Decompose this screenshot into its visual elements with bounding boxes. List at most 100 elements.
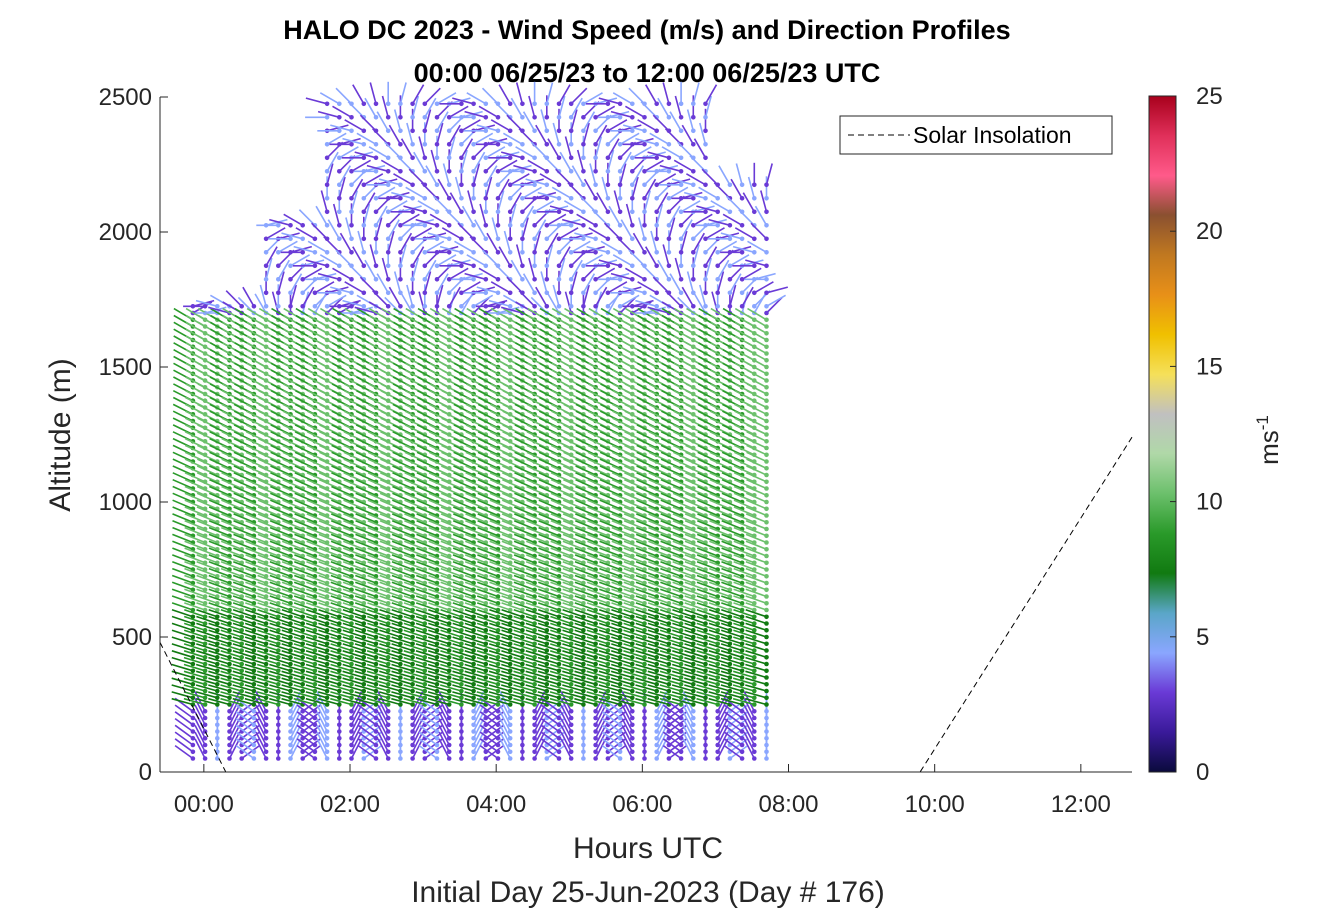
- wind-barb-shaft: [281, 602, 303, 611]
- wind-barb-point: [361, 196, 367, 201]
- wind-barb-shaft: [196, 608, 218, 618]
- wind-barb-point: [239, 661, 244, 667]
- wind-barb-shaft: [318, 622, 340, 632]
- wind-barb-point: [276, 675, 281, 680]
- wind-barb-point: [398, 182, 403, 188]
- wind-barb-point: [385, 709, 391, 714]
- wind-barb-shaft: [343, 533, 365, 544]
- wind-barb-shaft: [331, 478, 352, 490]
- wind-barb-shaft: [281, 232, 303, 240]
- wind-barb-point: [276, 594, 281, 599]
- wind-barb-shaft: [294, 485, 316, 497]
- wind-barb-shaft: [318, 581, 340, 591]
- wind-barb-shaft: [184, 602, 206, 611]
- wind-barb-point: [471, 736, 476, 741]
- wind-barb-point: [373, 688, 379, 694]
- wind-barb-point: [410, 128, 415, 134]
- wind-barb-point: [532, 661, 537, 667]
- wind-barb-point: [324, 709, 330, 714]
- wind-barb-point: [202, 688, 208, 694]
- wind-barb-point: [434, 209, 440, 215]
- wind-barb-point: [361, 587, 367, 593]
- wind-barb-point: [215, 722, 220, 728]
- wind-barb-point: [483, 661, 489, 667]
- wind-barb-shaft: [326, 132, 347, 145]
- wind-barb-point: [190, 682, 196, 687]
- wind-barb-shaft: [305, 97, 328, 105]
- wind-profile-column: [195, 299, 220, 761]
- wind-barb-point: [239, 607, 244, 613]
- wind-barb-shaft: [305, 656, 328, 665]
- wind-barb-shaft: [184, 533, 206, 544]
- wind-barb-point: [568, 709, 574, 714]
- wind-barb-shaft: [354, 636, 377, 645]
- wind-barb-point: [446, 729, 452, 734]
- wind-barb-point: [495, 702, 501, 707]
- wind-barb-point: [239, 695, 244, 701]
- wind-barb-shaft: [282, 424, 304, 436]
- wind-barb-point: [276, 668, 281, 674]
- wind-barb-point: [532, 128, 537, 134]
- wind-barb-point: [459, 742, 464, 748]
- wind-barb-shaft: [172, 540, 194, 551]
- wind-barb-shaft: [171, 636, 194, 645]
- wind-barb-point: [251, 641, 257, 647]
- wind-barb-shaft: [357, 738, 377, 753]
- wind-barb-point: [471, 702, 476, 707]
- wind-barb-shaft: [269, 684, 291, 692]
- wind-barb-point: [459, 101, 464, 107]
- wind-barb-shaft: [318, 656, 340, 665]
- wind-barb-shaft: [208, 629, 230, 638]
- wind-barb-point: [373, 641, 379, 647]
- wind-barb-point: [520, 196, 525, 201]
- wind-barb-point: [215, 702, 220, 707]
- wind-barb-shaft: [220, 602, 242, 611]
- wind-barb-shaft: [183, 636, 206, 645]
- wind-barb-shaft: [281, 677, 303, 686]
- wind-barb-shaft: [342, 622, 365, 632]
- wind-barb-point: [507, 729, 513, 734]
- wind-barb-point: [410, 250, 415, 255]
- wind-barb-shaft: [357, 731, 377, 746]
- wind-barb-point: [373, 250, 379, 255]
- wind-barb-point: [471, 668, 476, 674]
- wind-barb-point: [422, 169, 428, 174]
- wind-barb-shaft: [306, 492, 328, 503]
- wind-barb-shaft: [221, 478, 243, 490]
- wind-barb-shaft: [270, 431, 291, 443]
- wind-barb-point: [471, 695, 476, 701]
- wind-barb-point: [471, 742, 476, 748]
- wind-barb-shaft: [183, 677, 206, 686]
- wind-barb-shaft: [208, 697, 230, 706]
- wind-barb-point: [398, 702, 403, 707]
- wind-barb-shaft: [316, 704, 328, 726]
- wind-barb-shaft: [342, 581, 365, 591]
- wind-barb-point: [385, 702, 391, 707]
- wind-barb-point: [227, 675, 232, 680]
- wind-barb-point: [349, 682, 354, 687]
- wind-barb-shaft: [196, 499, 218, 510]
- wind-barb-point: [288, 641, 293, 647]
- wind-barb-point: [495, 709, 501, 714]
- wind-barb-point: [227, 655, 232, 660]
- wind-barb-shaft: [317, 272, 340, 281]
- wind-barb-shaft: [172, 472, 194, 483]
- wind-barb-shaft: [318, 561, 340, 571]
- wind-barb-shaft: [244, 615, 267, 625]
- wind-barb-point: [190, 756, 196, 761]
- wind-barb-point: [227, 722, 232, 728]
- wind-barb-point: [251, 709, 257, 714]
- wind-barb-shaft: [233, 465, 255, 476]
- wind-barb-shaft: [294, 554, 316, 564]
- wind-barb-point: [556, 290, 562, 296]
- wind-barb-shaft: [269, 622, 291, 632]
- wind-barb-shaft: [269, 650, 291, 659]
- wind-barb-point: [410, 101, 415, 107]
- wind-barb-point: [190, 594, 196, 599]
- wind-barb-shaft: [294, 506, 316, 517]
- wind-barb-point: [520, 722, 525, 728]
- wind-barb-shaft: [318, 526, 340, 537]
- wind-barb-point: [410, 709, 415, 714]
- wind-barb-point: [434, 655, 440, 660]
- wind-barb-point: [324, 607, 330, 613]
